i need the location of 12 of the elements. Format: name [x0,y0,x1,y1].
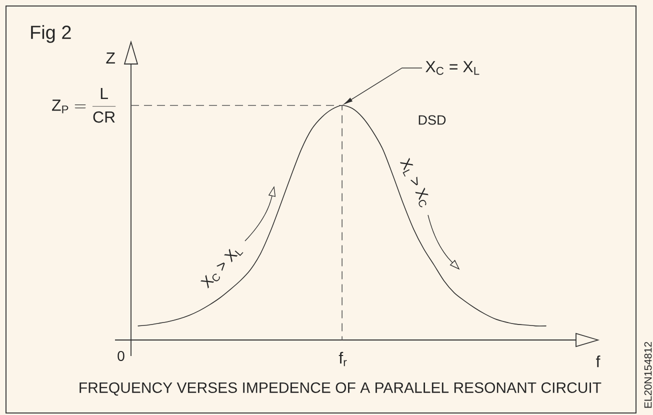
y-axis-title: Z [106,52,115,64]
text: f$_{r}$ [338,352,347,366]
ref-line-label: $\mathrm{Z_{P}} = \frac{\mathrm{L}}{\mathrm{CR}}$ [52,88,116,123]
text: X$_{C}$ = X$_{L}$ [426,61,480,75]
annotation: DSD [418,115,446,125]
chart-title: Fig 2 [31,25,71,43]
x-axis-title: f [596,356,600,368]
annotation: X$_{C}$ > X$_{L}$ [200,248,244,289]
text: FREQUENCY VERSES IMPEDENCE OF A PARALLEL RESONANT CIRCUIT [80,382,602,396]
text: EL20N154812 [644,342,652,408]
text: 0 [118,351,124,361]
annotation: X$_{L}$ > X$_{C}$ [400,158,428,208]
